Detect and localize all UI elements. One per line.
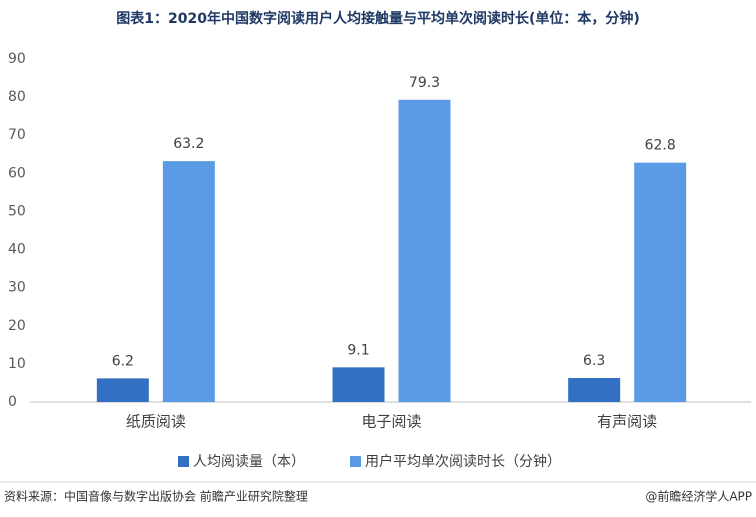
bar xyxy=(332,367,385,402)
y-tick-label: 80 xyxy=(8,89,26,105)
y-tick-label: 50 xyxy=(8,203,26,219)
x-tick-label: 纸质阅读 xyxy=(126,413,186,431)
bar xyxy=(398,99,451,402)
legend-label: 用户平均单次阅读时长（分钟） xyxy=(365,453,561,470)
value-label: 6.2 xyxy=(112,353,134,369)
y-tick-label: 20 xyxy=(8,318,26,334)
legend-label: 人均阅读量（本） xyxy=(193,453,305,470)
y-tick-label: 90 xyxy=(8,51,26,67)
value-label: 63.2 xyxy=(173,136,204,152)
y-tick-label: 60 xyxy=(8,165,26,181)
value-label: 9.1 xyxy=(347,342,369,358)
bar xyxy=(96,378,149,402)
bar xyxy=(634,162,687,402)
value-label: 79.3 xyxy=(409,75,440,91)
credit: @前瞻经济学人APP xyxy=(645,489,752,504)
legend-swatch xyxy=(350,456,361,467)
legend-swatch xyxy=(178,456,189,467)
y-tick-label: 10 xyxy=(8,356,26,372)
y-tick-label: 40 xyxy=(8,242,26,258)
bar xyxy=(568,377,621,402)
x-tick-label: 电子阅读 xyxy=(361,413,421,431)
chart-title: 图表1：2020年中国数字阅读用户人均接触量与平均单次阅读时长(单位：本，分钟) xyxy=(116,10,640,27)
y-tick-label: 0 xyxy=(8,394,17,410)
value-label: 62.8 xyxy=(645,138,676,154)
value-label: 6.3 xyxy=(583,353,605,369)
bar xyxy=(162,161,215,402)
y-tick-label: 70 xyxy=(8,127,26,143)
y-tick-label: 30 xyxy=(8,280,26,296)
x-tick-label: 有声阅读 xyxy=(597,413,657,431)
source: 资料来源：中国音像与数字出版协会 前瞻产业研究院整理 xyxy=(4,489,308,504)
